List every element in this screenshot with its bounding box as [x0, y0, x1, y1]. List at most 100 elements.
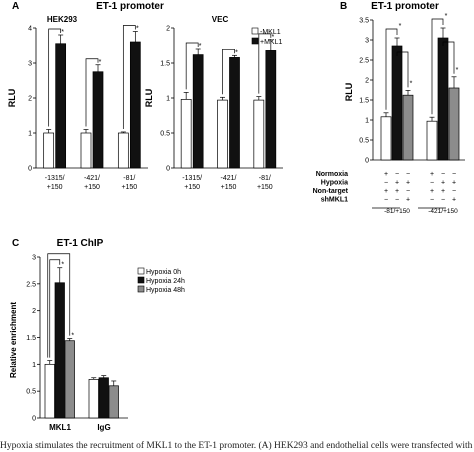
- a-vec-y-tick-label: 0.5: [160, 131, 170, 138]
- c-y-tick-label: 2.5: [26, 281, 36, 288]
- b-significance-marker: *: [445, 13, 448, 20]
- c-x-tick-label: MKL1: [49, 423, 71, 432]
- panel-c-letter: C: [12, 238, 19, 249]
- b-y-tick-label: 0: [365, 158, 369, 165]
- a-vec-x-tick-label: -421/: [221, 175, 237, 182]
- b-condition-sign: +: [452, 180, 456, 187]
- figure: A ET-1 promoter HEK293 RLU 0 1 2 3 4 * -1315/ +150 *…: [7, 1, 465, 432]
- figure-caption: Hypoxia stimulates the recruitment of MK…: [0, 441, 473, 451]
- c-y-tick-label: 1.5: [26, 335, 36, 342]
- a-hek293-subtitle: HEK293: [47, 15, 78, 24]
- legend-a-swatch-plus: [251, 37, 259, 45]
- b-y-axis-label: RLU: [344, 83, 354, 102]
- a-hek293-significance-marker: *: [61, 29, 64, 36]
- legend-a-label-minus: -MKL1: [260, 29, 281, 36]
- b-condition-sign: −: [406, 188, 410, 195]
- c-significance-marker: *: [71, 333, 74, 340]
- a-hek293-minus-mkl1-bar: [43, 132, 55, 169]
- c-significance-marker: *: [61, 262, 64, 269]
- a-vec-y-tick-label: 1: [166, 96, 170, 103]
- panel-b-title: ET-1 promoter: [371, 1, 439, 12]
- b-condition-sign: −: [452, 188, 456, 195]
- a-vec-significance-marker: *: [199, 43, 202, 50]
- b-significance-bracket: [396, 51, 409, 88]
- b-condition-sign: +: [406, 180, 410, 187]
- a-vec-significance-marker: *: [235, 49, 238, 56]
- legend-c-swatch-hypoxia-24h: [137, 276, 145, 284]
- b-normoxia-non-target-bar: [426, 120, 438, 161]
- a-hek293-y-tick-label: 0: [28, 166, 32, 173]
- a-vec-y-tick-label: 1.5: [160, 61, 170, 68]
- b-significance-marker: *: [410, 80, 413, 87]
- b-condition-sign: −: [384, 180, 388, 187]
- a-hek293-significance-marker: *: [99, 59, 102, 66]
- a-vec-significance-bracket: [258, 33, 272, 94]
- a-hek293-plus-mkl1-bar: [129, 41, 141, 169]
- c-hypoxia-24h-bar: [54, 282, 65, 419]
- b-y-tick-label: 0.5: [359, 138, 369, 145]
- b-condition-sign: +: [384, 171, 388, 178]
- b-condition-sign: +: [384, 188, 388, 195]
- a-hek293-significance-bracket: [85, 58, 99, 127]
- a-vec-minus-mkl1-bar: [180, 99, 192, 169]
- b-condition-sign: +: [452, 197, 456, 204]
- c-y-tick-label: 2: [32, 308, 36, 315]
- b-condition-sign: −: [430, 180, 434, 187]
- b-y-tick-label: 2.5: [359, 58, 369, 65]
- a-vec-y-tick-label: 2: [166, 26, 170, 33]
- a-vec-significance-marker: *: [271, 34, 274, 41]
- b-condition-label: Hypoxia: [321, 180, 348, 187]
- b-condition-sign: +: [430, 188, 434, 195]
- b-condition-sign: −: [430, 197, 434, 204]
- a-vec-x-tick-label: -1315/: [182, 175, 202, 182]
- c-hypoxia-0h-bar: [44, 363, 55, 419]
- legend-c-swatch-hypoxia-48h: [137, 285, 145, 293]
- a-vec-x-tick-label: +150: [257, 184, 273, 191]
- b-condition-sign: −: [406, 171, 410, 178]
- a-hek293-y-axis-label: RLU: [7, 89, 17, 108]
- b-hypoxia-shmkl1-bar: [448, 87, 460, 161]
- c-x-tick-label: IgG: [97, 423, 110, 432]
- a-hek293-x-tick-label: +150: [84, 184, 100, 191]
- a-hek293-significance-marker: *: [136, 26, 139, 33]
- a-vec-x-tick-label: -81/: [259, 175, 271, 182]
- a-vec-plus-mkl1-bar: [265, 50, 277, 169]
- a-hek293-y-tick-label: 4: [28, 26, 32, 33]
- b-y-tick-label: 1: [365, 118, 369, 125]
- a-hek293-x-tick-label: +150: [121, 184, 137, 191]
- a-hek293-x-tick-label: -421/: [84, 175, 100, 182]
- a-vec-plus-mkl1-bar: [229, 57, 240, 169]
- a-hek293-significance-bracket: [122, 25, 136, 129]
- a-vec-minus-mkl1-bar: [217, 99, 228, 169]
- b-hypoxia-shmkl1-bar: [402, 94, 414, 161]
- a-vec-significance-bracket: [222, 48, 235, 95]
- a-hek293-significance-bracket: [48, 28, 62, 127]
- panel-c-title: ET-1 ChIP: [57, 238, 104, 249]
- legend-a-swatch-minus: [251, 27, 259, 35]
- c-significance-bracket: [47, 253, 71, 358]
- a-vec-y-axis-label: RLU: [144, 89, 154, 108]
- b-significance-marker: *: [399, 23, 402, 30]
- b-y-tick-label: 3.5: [359, 18, 369, 25]
- legend-c-label-hypoxia-24h: Hypoxia 24h: [146, 278, 185, 285]
- b-y-tick-label: 2: [365, 78, 369, 85]
- b-condition-sign: +: [406, 197, 410, 204]
- a-vec-significance-bracket: [185, 42, 199, 90]
- b-hypoxia-non-target-bar: [391, 45, 403, 161]
- b-condition-sign: +: [395, 188, 399, 195]
- legend-c-label-hypoxia-48h: Hypoxia 48h: [146, 287, 185, 294]
- b-y-tick-label: 3: [365, 38, 369, 45]
- a-hek293-minus-mkl1-bar: [117, 132, 129, 169]
- legend-c-label-hypoxia-0h: Hypoxia 0h: [146, 269, 181, 276]
- a-hek293-plus-mkl1-bar: [55, 43, 67, 169]
- a-hek293-y-tick-label: 3: [28, 61, 32, 68]
- b-normoxia-non-target-bar: [380, 116, 392, 161]
- b-condition-label: Non-target: [313, 188, 349, 195]
- panel-a-title: ET-1 promoter: [96, 1, 164, 12]
- b-condition-sign: −: [441, 171, 445, 178]
- c-hypoxia-0h-bar: [88, 379, 99, 419]
- c-hypoxia-48h-bar: [64, 340, 75, 419]
- b-condition-sign: −: [395, 171, 399, 178]
- a-hek293-x-tick-label: -81/: [123, 175, 135, 182]
- a-hek293-minus-mkl1-bar: [80, 132, 92, 169]
